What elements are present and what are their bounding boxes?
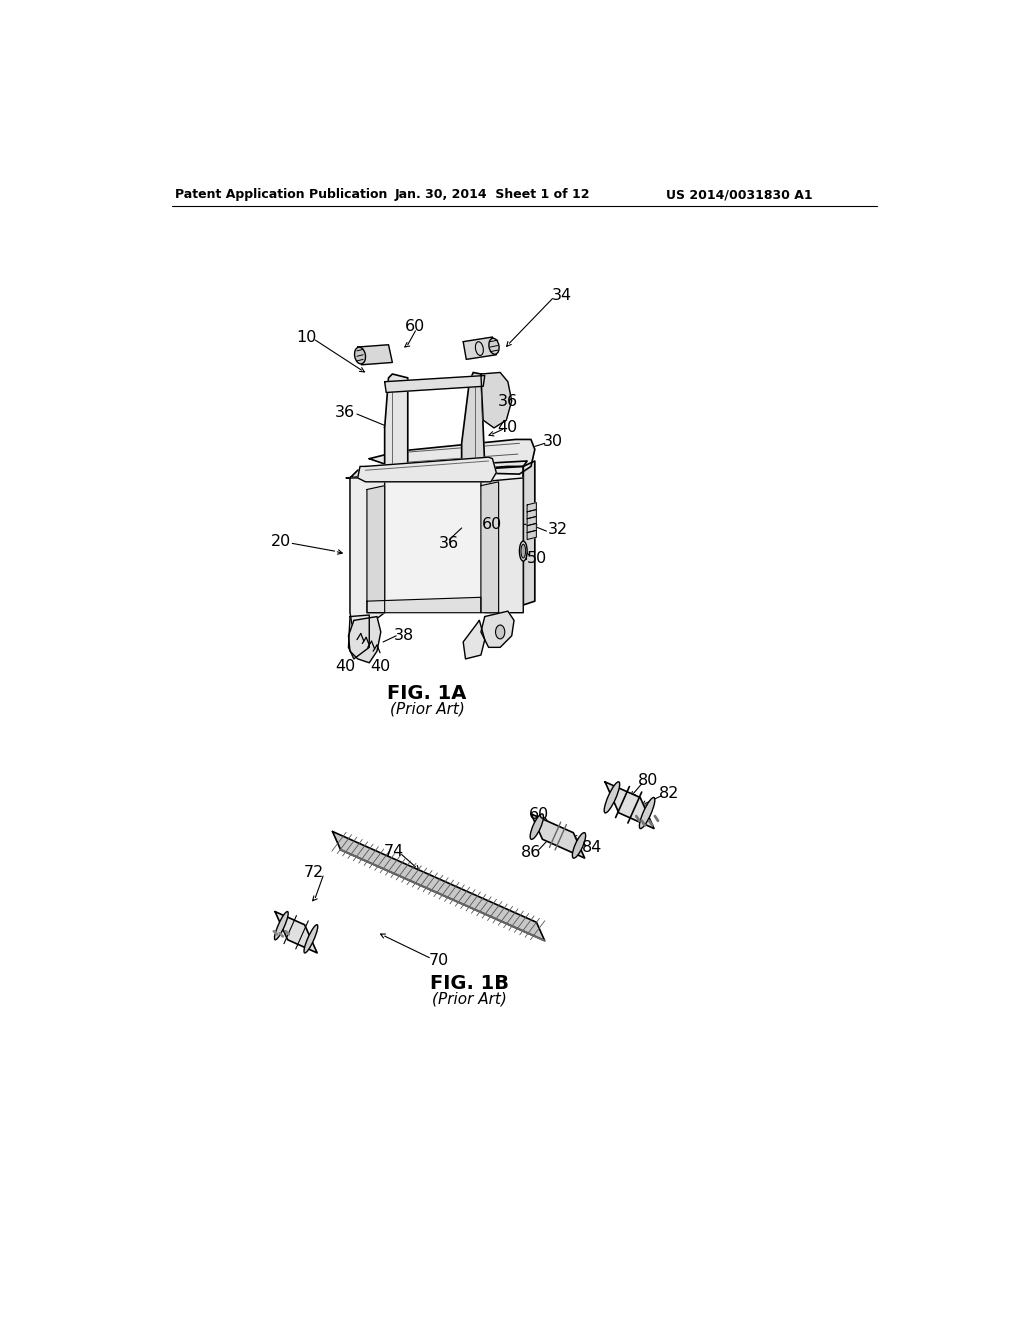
Text: 82: 82: [659, 787, 680, 801]
Polygon shape: [531, 814, 585, 858]
Polygon shape: [481, 482, 499, 612]
Ellipse shape: [488, 338, 499, 354]
Polygon shape: [350, 478, 385, 636]
Polygon shape: [348, 615, 370, 659]
Polygon shape: [463, 620, 484, 659]
Polygon shape: [463, 337, 497, 359]
Text: Jan. 30, 2014  Sheet 1 of 12: Jan. 30, 2014 Sheet 1 of 12: [394, 187, 590, 201]
Text: 74: 74: [384, 843, 404, 859]
Ellipse shape: [274, 912, 288, 940]
Text: (Prior Art): (Prior Art): [432, 991, 507, 1007]
Polygon shape: [481, 372, 512, 428]
Polygon shape: [348, 616, 381, 663]
Text: 60: 60: [406, 318, 426, 334]
Ellipse shape: [496, 626, 505, 639]
Polygon shape: [385, 376, 484, 392]
Ellipse shape: [304, 925, 317, 953]
Ellipse shape: [530, 814, 544, 840]
Ellipse shape: [354, 347, 366, 364]
Text: 30: 30: [543, 434, 562, 449]
Text: 60: 60: [528, 807, 549, 822]
Polygon shape: [527, 524, 537, 533]
Text: 20: 20: [270, 535, 291, 549]
Text: 36: 36: [498, 395, 518, 409]
Polygon shape: [357, 457, 497, 482]
Polygon shape: [523, 461, 535, 605]
Polygon shape: [481, 478, 523, 612]
Text: 50: 50: [527, 552, 547, 566]
Polygon shape: [333, 832, 545, 941]
Ellipse shape: [519, 541, 527, 561]
Polygon shape: [481, 611, 514, 647]
Text: 32: 32: [548, 521, 568, 537]
Ellipse shape: [639, 797, 654, 829]
Text: 84: 84: [583, 840, 603, 855]
Text: 36: 36: [335, 405, 354, 420]
Text: 80: 80: [638, 774, 658, 788]
Text: 86: 86: [521, 845, 541, 861]
Ellipse shape: [521, 544, 525, 558]
Ellipse shape: [572, 833, 586, 858]
Polygon shape: [346, 461, 527, 478]
Text: 10: 10: [296, 330, 316, 346]
Text: US 2014/0031830 A1: US 2014/0031830 A1: [666, 187, 812, 201]
Ellipse shape: [604, 781, 620, 813]
Polygon shape: [527, 516, 537, 525]
Polygon shape: [367, 486, 385, 612]
Text: 34: 34: [552, 288, 571, 304]
Polygon shape: [385, 374, 408, 478]
Text: 40: 40: [371, 659, 391, 675]
Polygon shape: [527, 531, 537, 540]
Polygon shape: [462, 372, 484, 474]
Text: FIG. 1A: FIG. 1A: [387, 684, 467, 704]
Text: Patent Application Publication: Patent Application Publication: [174, 187, 387, 201]
Polygon shape: [350, 466, 523, 612]
Text: 40: 40: [335, 659, 355, 675]
Text: 38: 38: [394, 628, 414, 643]
Text: 72: 72: [304, 866, 324, 880]
Text: (Prior Art): (Prior Art): [389, 701, 465, 717]
Text: FIG. 1B: FIG. 1B: [430, 974, 509, 994]
Polygon shape: [370, 440, 535, 474]
Text: 60: 60: [482, 516, 503, 532]
Polygon shape: [605, 781, 654, 829]
Polygon shape: [357, 345, 392, 364]
Polygon shape: [527, 503, 537, 512]
Polygon shape: [275, 912, 317, 953]
Text: 40: 40: [498, 420, 518, 436]
Text: 70: 70: [428, 953, 449, 969]
Polygon shape: [367, 598, 481, 612]
Text: 36: 36: [439, 536, 460, 550]
Polygon shape: [527, 510, 537, 519]
